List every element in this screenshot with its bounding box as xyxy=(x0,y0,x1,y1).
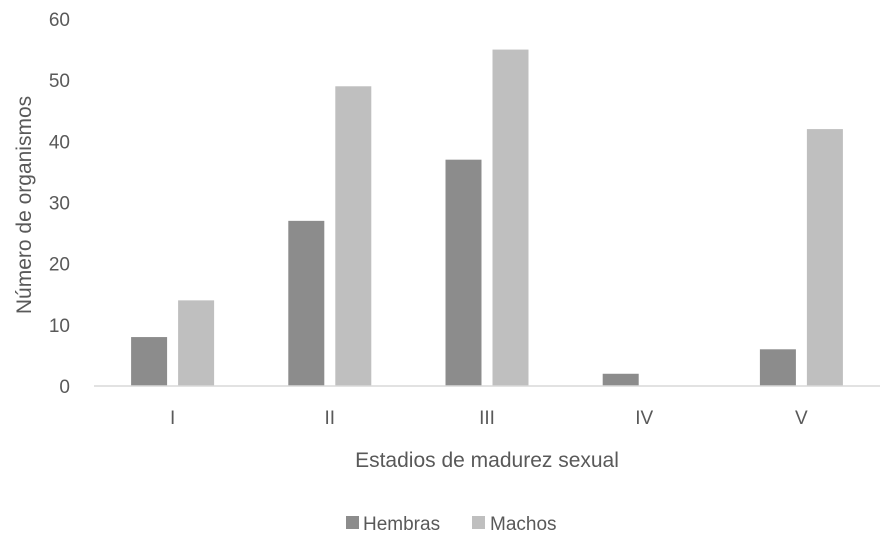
bar-hembras-i xyxy=(131,337,168,386)
x-tick-label: I xyxy=(170,408,175,429)
bar-machos-i xyxy=(178,300,215,386)
bar-machos-ii xyxy=(335,86,372,387)
x-tick-label: V xyxy=(795,408,808,429)
x-tick-label: III xyxy=(479,408,495,429)
y-axis-ticks: 0 10 20 30 40 50 60 xyxy=(49,10,70,398)
bar-hembras-iii xyxy=(445,159,482,386)
bars xyxy=(131,49,843,387)
y-tick-label: 30 xyxy=(49,194,70,215)
y-tick-label: 50 xyxy=(49,71,70,92)
x-axis-ticks: I II III IV V xyxy=(170,408,808,429)
x-tick-label: II xyxy=(325,408,336,429)
legend-label-machos: Machos xyxy=(490,514,557,535)
bar-hembras-v xyxy=(759,349,796,386)
x-tick-label: IV xyxy=(635,408,653,429)
bar-machos-v xyxy=(806,129,843,386)
y-tick-label: 40 xyxy=(49,132,70,153)
bar-hembras-iv xyxy=(602,373,639,386)
y-tick-label: 60 xyxy=(49,10,70,31)
legend-swatch-hembras xyxy=(346,516,359,529)
y-axis-title: Número de organismos xyxy=(13,96,36,314)
bar-machos-iii xyxy=(492,49,529,386)
y-tick-label: 0 xyxy=(59,377,70,398)
legend-swatch-machos xyxy=(472,516,485,529)
x-axis-title: Estadios de madurez sexual xyxy=(355,449,619,472)
legend-label-hembras: Hembras xyxy=(363,514,440,535)
legend: Hembras Machos xyxy=(346,514,557,535)
y-tick-label: 20 xyxy=(49,255,70,276)
y-tick-label: 10 xyxy=(49,316,70,337)
bar-hembras-ii xyxy=(288,220,325,386)
